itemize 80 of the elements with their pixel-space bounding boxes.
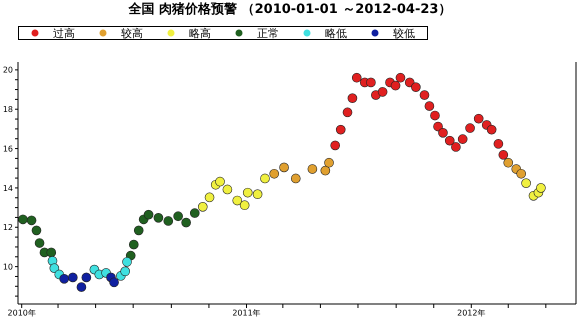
point: [222, 184, 232, 194]
legend-label: 略高: [189, 26, 211, 40]
point: [18, 214, 28, 224]
point: [521, 178, 531, 188]
point: [320, 166, 330, 176]
point: [308, 164, 318, 174]
point: [324, 158, 334, 168]
point: [269, 168, 280, 179]
y-tick-label: 14: [2, 184, 13, 193]
point: [122, 257, 132, 267]
point: [68, 272, 78, 282]
point: [144, 210, 154, 220]
point: [82, 272, 92, 282]
chart-title: 全国 肉猪价格预警 （2010-01-01 ～2012-04-23）: [128, 1, 452, 18]
point: [34, 238, 44, 248]
point: [458, 134, 468, 144]
point: [411, 82, 421, 92]
point: [336, 124, 346, 134]
point: [486, 124, 496, 134]
point: [430, 110, 440, 120]
point: [420, 90, 430, 100]
point: [424, 101, 434, 111]
point: [474, 114, 484, 124]
point: [128, 240, 139, 250]
legend-label: 较高: [121, 26, 143, 40]
point: [290, 174, 301, 184]
point: [134, 226, 144, 236]
point: [366, 78, 376, 88]
point: [173, 211, 183, 222]
point: [498, 150, 508, 160]
legend-label: 正常: [257, 26, 279, 40]
point: [198, 202, 208, 212]
point: [465, 123, 475, 133]
point: [181, 218, 191, 228]
point: [232, 196, 242, 206]
x-tick-label: 2010年: [8, 308, 36, 318]
x-tick-label: 2012年: [457, 308, 486, 318]
point: [109, 278, 119, 288]
point: [50, 263, 60, 273]
point: [438, 128, 448, 138]
point: [204, 192, 214, 202]
point: [59, 274, 70, 284]
point: [348, 93, 358, 104]
point: [516, 168, 526, 179]
point: [279, 162, 289, 172]
point: [503, 158, 514, 168]
legend-label: 过高: [53, 26, 75, 40]
point: [390, 80, 400, 90]
point: [260, 174, 270, 184]
point: [536, 183, 546, 193]
point: [444, 136, 455, 146]
point: [215, 176, 225, 186]
point: [433, 122, 443, 132]
y-tick-label: 20: [2, 66, 13, 75]
point: [451, 142, 461, 152]
point: [404, 78, 415, 88]
y-tick-label: 16: [2, 144, 13, 154]
point: [46, 248, 56, 258]
point: [342, 108, 352, 118]
point: [242, 188, 253, 198]
point: [240, 200, 250, 210]
y-tick-label: 12: [2, 223, 13, 232]
point: [163, 216, 174, 226]
point: [330, 140, 340, 150]
point: [494, 139, 504, 149]
point: [120, 266, 130, 276]
point: [378, 87, 388, 97]
point: [154, 213, 164, 223]
x-tick-label: 2011年: [232, 308, 261, 318]
point: [190, 208, 200, 218]
point: [396, 72, 406, 83]
y-tick-label: 10: [2, 262, 13, 272]
legend-label: 略低: [325, 26, 347, 40]
point: [352, 72, 362, 83]
point: [32, 226, 42, 236]
point: [252, 189, 262, 200]
point: [76, 282, 86, 292]
point: [26, 216, 36, 226]
y-tick-label: 18: [2, 105, 13, 114]
legend-label: 较低: [393, 26, 415, 40]
